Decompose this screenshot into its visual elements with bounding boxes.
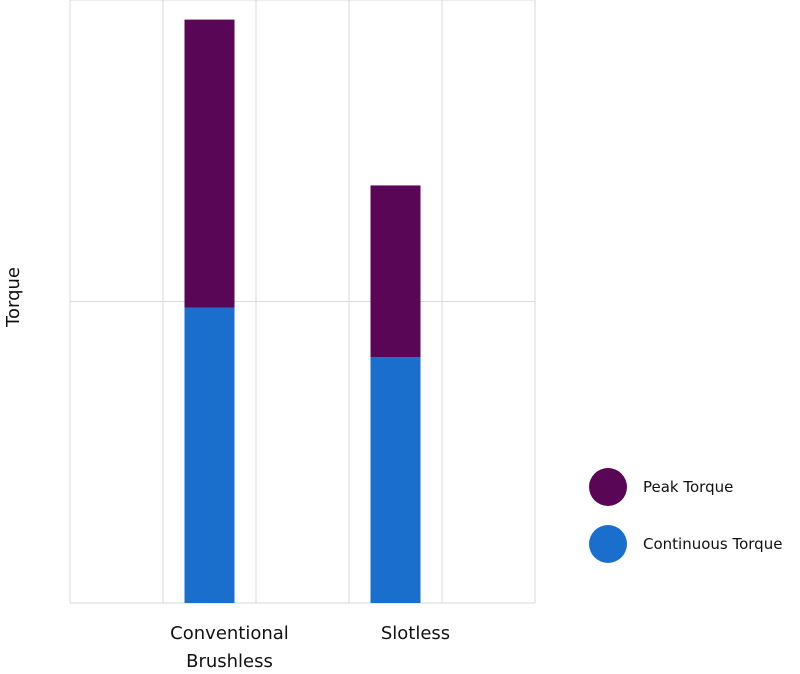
y-axis-title: Torque: [3, 267, 24, 328]
bar-peak-torque-0: [184, 19, 235, 308]
bar-continuous-torque-1: [370, 357, 421, 603]
legend-marker: [589, 468, 627, 506]
legend-marker: [589, 525, 627, 563]
bar-peak-torque-1: [370, 185, 421, 358]
x-tick-label: Slotless: [381, 623, 450, 644]
grid: [69, 0, 536, 604]
x-tick-label: Conventional Brushless: [170, 623, 289, 672]
legend-label: Peak Torque: [643, 478, 733, 496]
bar-continuous-torque-0: [184, 307, 235, 603]
bars: [184, 19, 421, 603]
x-axis-tick-labels: Conventional Brushless Slotless: [170, 623, 450, 672]
legend-label: Continuous Torque: [643, 535, 782, 553]
legend: Peak Torque Continuous Torque: [589, 468, 782, 563]
